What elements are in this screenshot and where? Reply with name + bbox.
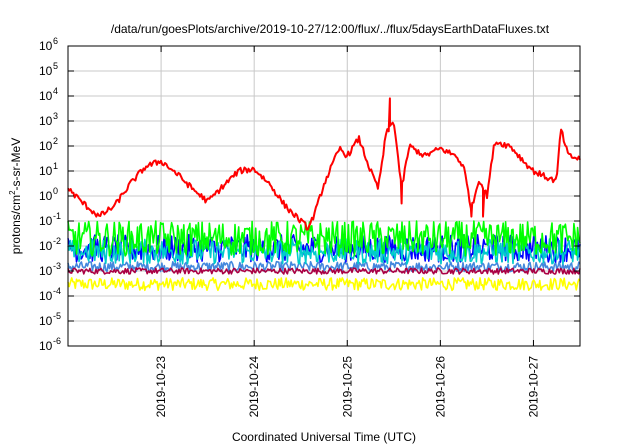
y-tick-labels: 10-610-510-410-310-210-11001011021031041…: [39, 36, 61, 353]
y-tick-label-base: 10: [39, 239, 53, 253]
y-tick-label-base: 10: [39, 114, 53, 128]
y-axis-label-unit: protons/cm: [9, 195, 23, 254]
y-tick-label-base: 10: [39, 339, 53, 353]
x-tick-label: 2019-10-23: [154, 356, 168, 418]
y-tick-label-base: 10: [39, 89, 53, 103]
y-tick-label: 105: [39, 61, 58, 78]
y-tick-label: 100: [39, 186, 58, 203]
y-tick-label-base: 10: [39, 264, 53, 278]
y-tick-label-exponent: -3: [53, 261, 61, 271]
y-tick-label-exponent: 2: [53, 136, 58, 146]
series-line: [67, 267, 581, 275]
y-tick-label: 10-3: [39, 261, 61, 278]
x-tick-label: 2019-10-24: [247, 356, 261, 418]
y-tick-label: 106: [39, 36, 58, 53]
y-axis-label: protons/cm2-s-sr-MeV: [8, 138, 23, 254]
y-tick-label-exponent: -5: [53, 311, 61, 321]
y-tick-label-exponent: 4: [53, 86, 58, 96]
y-tick-label: 104: [39, 86, 58, 103]
series-line: [67, 277, 581, 292]
x-tick-label: 2019-10-25: [340, 356, 354, 418]
y-tick-label-exponent: 0: [53, 186, 58, 196]
series-line: [67, 97, 581, 231]
y-axis-label-rest: -s-sr-MeV: [9, 138, 23, 191]
y-tick-label: 101: [39, 161, 58, 178]
y-tick-label: 10-5: [39, 311, 61, 328]
y-tick-label-exponent: -4: [53, 286, 61, 296]
x-tick-label: 2019-10-26: [433, 356, 447, 418]
y-tick-label-base: 10: [39, 164, 53, 178]
y-tick-label-exponent: -6: [53, 336, 61, 346]
y-tick-label-exponent: 6: [53, 36, 58, 46]
y-tick-label-base: 10: [39, 289, 53, 303]
y-tick-label: 10-2: [39, 236, 61, 253]
y-tick-label: 10-6: [39, 336, 61, 353]
x-axis-label: Coordinated Universal Time (UTC): [232, 430, 416, 444]
plot-series: [67, 97, 581, 292]
y-tick-label-exponent: -1: [53, 211, 61, 221]
y-tick-label: 10-1: [39, 211, 61, 228]
y-tick-label-base: 10: [39, 139, 53, 153]
series-line: [67, 220, 581, 257]
y-tick-label-base: 10: [39, 314, 53, 328]
y-tick-label-exponent: 1: [53, 161, 58, 171]
y-axis-label-exponent: 2: [8, 190, 17, 195]
y-tick-label-exponent: 3: [53, 111, 58, 121]
y-tick-label: 102: [39, 136, 58, 153]
x-tick-label: 2019-10-27: [526, 356, 540, 418]
grid: [68, 46, 580, 346]
y-tick-label-base: 10: [39, 214, 53, 228]
y-tick-label-base: 10: [39, 64, 53, 78]
y-tick-label-exponent: -2: [53, 236, 61, 246]
y-tick-label-exponent: 5: [53, 61, 58, 71]
axis-ticks: [68, 45, 580, 347]
chart-title: /data/run/goesPlots/archive/2019-10-27/1…: [111, 22, 550, 36]
y-tick-label-base: 10: [39, 189, 53, 203]
y-tick-label-base: 10: [39, 39, 53, 53]
x-tick-labels: 2019-10-23 2019-10-24 2019-10-25 2019-10-26…: [154, 356, 540, 418]
y-tick-label: 10-4: [39, 286, 61, 303]
y-tick-label: 103: [39, 111, 58, 128]
